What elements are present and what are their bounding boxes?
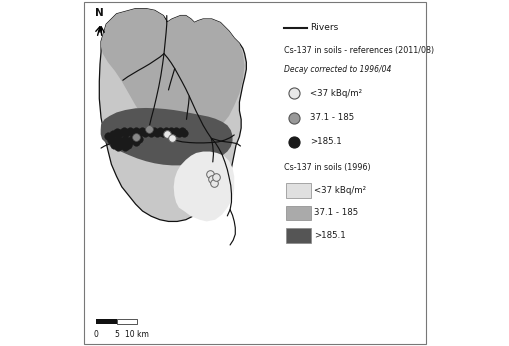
Text: Rivers: Rivers — [310, 23, 338, 32]
Text: Decay corrected to 1996/04: Decay corrected to 1996/04 — [284, 65, 391, 74]
Polygon shape — [101, 9, 244, 142]
Text: 37.1 - 185: 37.1 - 185 — [310, 113, 354, 122]
Bar — [286, 228, 311, 243]
Bar — [286, 206, 311, 220]
Text: 37.1 - 185: 37.1 - 185 — [313, 208, 357, 217]
Bar — [286, 183, 311, 198]
Text: >185.1: >185.1 — [313, 231, 345, 240]
Text: Cs-137 in soils - references (2011/08): Cs-137 in soils - references (2011/08) — [284, 46, 434, 55]
Text: 5: 5 — [114, 330, 119, 339]
Text: 0: 0 — [93, 330, 98, 339]
Text: <37 kBq/m²: <37 kBq/m² — [313, 186, 365, 195]
Bar — [117, 319, 137, 324]
Text: N: N — [94, 8, 103, 18]
Text: 10 km: 10 km — [125, 330, 149, 339]
Ellipse shape — [130, 87, 148, 100]
Text: Cs-137 in soils (1996): Cs-137 in soils (1996) — [284, 163, 371, 172]
Polygon shape — [100, 108, 232, 165]
Text: <37 kBq/m²: <37 kBq/m² — [310, 89, 362, 98]
Text: >185.1: >185.1 — [310, 137, 342, 146]
Polygon shape — [99, 9, 246, 221]
Bar — [96, 319, 117, 324]
Polygon shape — [174, 152, 234, 221]
